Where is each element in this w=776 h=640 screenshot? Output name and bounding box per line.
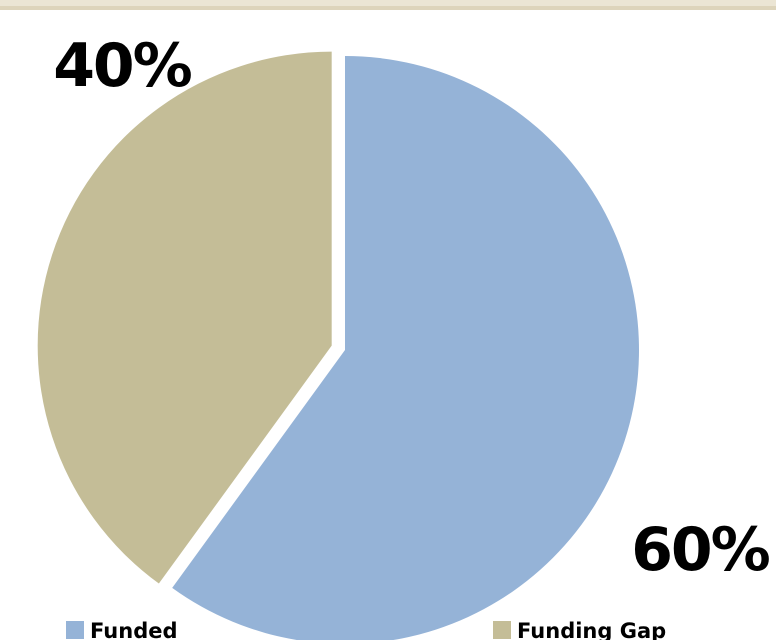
- legend-swatch-funded: [66, 621, 84, 639]
- legend-swatch-funding-gap: [493, 621, 511, 639]
- pie-slices: [37, 51, 639, 640]
- legend-label-funded: Funded: [90, 619, 178, 640]
- pie-slice-funded: [172, 56, 639, 640]
- legend: Funded Funding Gap: [66, 619, 666, 640]
- pie-slice-funding-gap: [37, 51, 332, 584]
- data-label-funded: 60%: [631, 515, 769, 585]
- legend-label-funding-gap: Funding Gap: [517, 619, 666, 640]
- top-rule: [0, 0, 776, 10]
- data-label-funding-gap: 40%: [53, 31, 191, 101]
